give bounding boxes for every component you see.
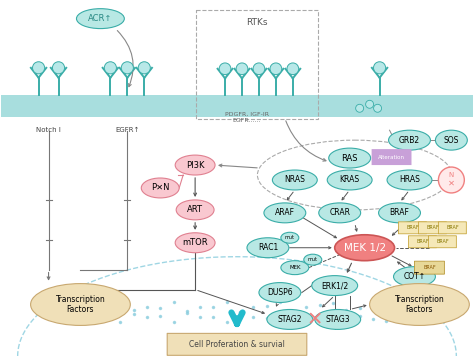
Ellipse shape: [389, 130, 430, 150]
Text: GRB2: GRB2: [399, 136, 420, 145]
Ellipse shape: [264, 203, 306, 223]
Text: BRAF: BRAF: [446, 225, 459, 230]
FancyBboxPatch shape: [414, 261, 445, 274]
Text: mut: mut: [308, 257, 318, 262]
Text: N: N: [449, 172, 454, 178]
Circle shape: [104, 62, 117, 74]
Ellipse shape: [379, 203, 420, 223]
Ellipse shape: [175, 155, 215, 175]
Text: STAG3: STAG3: [325, 315, 350, 324]
FancyBboxPatch shape: [399, 222, 427, 234]
Text: BRAF: BRAF: [390, 208, 410, 217]
Text: MEK 1/2: MEK 1/2: [344, 243, 386, 253]
Ellipse shape: [247, 238, 289, 258]
Text: NRAS: NRAS: [284, 176, 305, 185]
Text: PI3K: PI3K: [186, 161, 204, 170]
Circle shape: [219, 63, 231, 75]
Text: BRAF: BRAF: [406, 225, 419, 230]
Text: BRAF: BRAF: [426, 225, 439, 230]
Circle shape: [374, 62, 386, 74]
Text: Transcription
Factors: Transcription Factors: [394, 295, 444, 314]
Ellipse shape: [281, 261, 309, 275]
Circle shape: [270, 63, 282, 75]
Ellipse shape: [141, 178, 179, 198]
Circle shape: [287, 63, 299, 75]
Text: BRAF: BRAF: [416, 239, 429, 244]
Ellipse shape: [370, 283, 469, 326]
Text: MEK: MEK: [289, 265, 301, 270]
Text: ARAF: ARAF: [275, 208, 295, 217]
Text: ERK1/2: ERK1/2: [321, 281, 348, 290]
FancyBboxPatch shape: [409, 236, 437, 248]
Ellipse shape: [436, 130, 467, 150]
Circle shape: [253, 63, 265, 75]
Text: Cell Proferation & survial: Cell Proferation & survial: [189, 340, 285, 349]
Ellipse shape: [327, 170, 372, 190]
Text: Notch I: Notch I: [36, 127, 61, 133]
Text: RAS: RAS: [341, 154, 358, 162]
Text: DUSP6: DUSP6: [267, 288, 292, 297]
FancyBboxPatch shape: [372, 149, 411, 165]
Text: BRAF: BRAF: [423, 265, 436, 270]
Text: ✕: ✕: [448, 178, 455, 187]
Text: SOS: SOS: [444, 136, 459, 145]
Circle shape: [33, 62, 45, 74]
Text: P✕N: P✕N: [151, 183, 170, 192]
Ellipse shape: [175, 233, 215, 253]
FancyBboxPatch shape: [428, 236, 456, 248]
Circle shape: [53, 62, 64, 74]
Circle shape: [365, 100, 374, 108]
Ellipse shape: [335, 235, 394, 261]
Circle shape: [121, 62, 133, 74]
Ellipse shape: [259, 283, 301, 302]
Ellipse shape: [176, 200, 214, 220]
Ellipse shape: [304, 254, 322, 265]
Text: ACR↑: ACR↑: [88, 14, 113, 23]
Ellipse shape: [329, 148, 371, 168]
Circle shape: [374, 104, 382, 112]
Text: ✕: ✕: [307, 310, 323, 329]
Text: BRAF: BRAF: [436, 239, 449, 244]
Ellipse shape: [281, 232, 299, 243]
Text: EGFR↑: EGFR↑: [115, 127, 139, 133]
Ellipse shape: [315, 310, 361, 330]
Text: RAC1: RAC1: [258, 243, 278, 252]
Text: PDGFR, IGF-IR
EGFR......: PDGFR, IGF-IR EGFR......: [225, 111, 269, 123]
Text: STAG2: STAG2: [278, 315, 302, 324]
Text: RTKs: RTKs: [246, 18, 268, 27]
Ellipse shape: [387, 170, 432, 190]
Text: mut: mut: [285, 235, 295, 240]
Text: Transcription
Factors: Transcription Factors: [55, 295, 105, 314]
Circle shape: [138, 62, 150, 74]
Ellipse shape: [273, 170, 317, 190]
Ellipse shape: [393, 267, 436, 287]
Text: HRAS: HRAS: [399, 176, 420, 185]
Text: CRAR: CRAR: [329, 208, 350, 217]
Circle shape: [438, 167, 465, 193]
Text: mTOR: mTOR: [182, 238, 208, 247]
FancyBboxPatch shape: [438, 222, 466, 234]
FancyBboxPatch shape: [167, 333, 307, 355]
Bar: [0, 95, 474, 117]
Text: KRAS: KRAS: [339, 176, 360, 185]
Ellipse shape: [319, 203, 361, 223]
Ellipse shape: [31, 283, 130, 326]
FancyBboxPatch shape: [419, 222, 447, 234]
Ellipse shape: [76, 9, 124, 29]
Ellipse shape: [267, 310, 313, 330]
Circle shape: [236, 63, 248, 75]
Ellipse shape: [312, 276, 358, 296]
Text: Alteration: Alteration: [378, 155, 405, 160]
Text: COT↑: COT↑: [403, 272, 426, 281]
Text: ART: ART: [187, 205, 203, 214]
Circle shape: [356, 104, 364, 112]
